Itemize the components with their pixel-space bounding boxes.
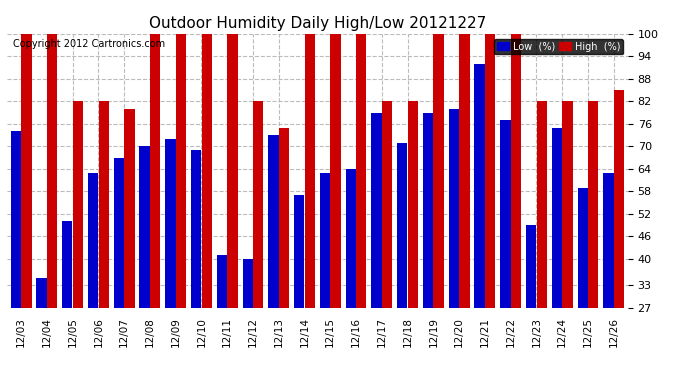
Bar (511, 34, 521, 308)
Bar (397, 142, 408, 308)
Bar (320, 172, 330, 308)
Bar (191, 150, 201, 308)
Bar (10, 131, 21, 308)
Bar (305, 34, 315, 308)
Bar (382, 101, 392, 308)
Bar (47, 34, 57, 308)
Bar (356, 34, 366, 308)
Bar (423, 112, 433, 308)
Bar (114, 158, 124, 308)
Bar (537, 101, 547, 308)
Bar (475, 64, 485, 308)
Bar (294, 195, 304, 308)
Bar (139, 146, 150, 308)
Bar (460, 34, 470, 308)
Bar (124, 109, 135, 308)
Bar (562, 101, 573, 308)
Bar (62, 221, 72, 308)
Bar (588, 101, 598, 308)
Bar (614, 90, 624, 308)
Bar (176, 34, 186, 308)
Bar (279, 128, 289, 308)
Bar (408, 101, 418, 308)
Bar (72, 101, 83, 308)
Bar (227, 34, 237, 308)
Bar (346, 169, 356, 308)
Bar (331, 34, 341, 308)
Bar (201, 34, 212, 308)
Bar (99, 101, 109, 308)
Bar (150, 34, 160, 308)
Bar (552, 128, 562, 308)
Text: Copyright 2012 Cartronics.com: Copyright 2012 Cartronics.com (13, 39, 165, 49)
Bar (448, 109, 459, 308)
Bar (37, 278, 47, 308)
Bar (21, 34, 32, 308)
Bar (526, 225, 536, 308)
Bar (485, 34, 495, 308)
Bar (371, 112, 382, 308)
Title: Outdoor Humidity Daily High/Low 20121227: Outdoor Humidity Daily High/Low 20121227 (149, 16, 486, 31)
Legend: Low  (%), High  (%): Low (%), High (%) (495, 39, 623, 54)
Bar (165, 139, 175, 308)
Bar (217, 255, 227, 308)
Bar (500, 120, 511, 308)
Bar (88, 172, 98, 308)
Bar (433, 34, 444, 308)
Bar (253, 101, 264, 308)
Bar (603, 172, 613, 308)
Bar (268, 135, 279, 308)
Bar (578, 188, 588, 308)
Bar (243, 259, 253, 308)
